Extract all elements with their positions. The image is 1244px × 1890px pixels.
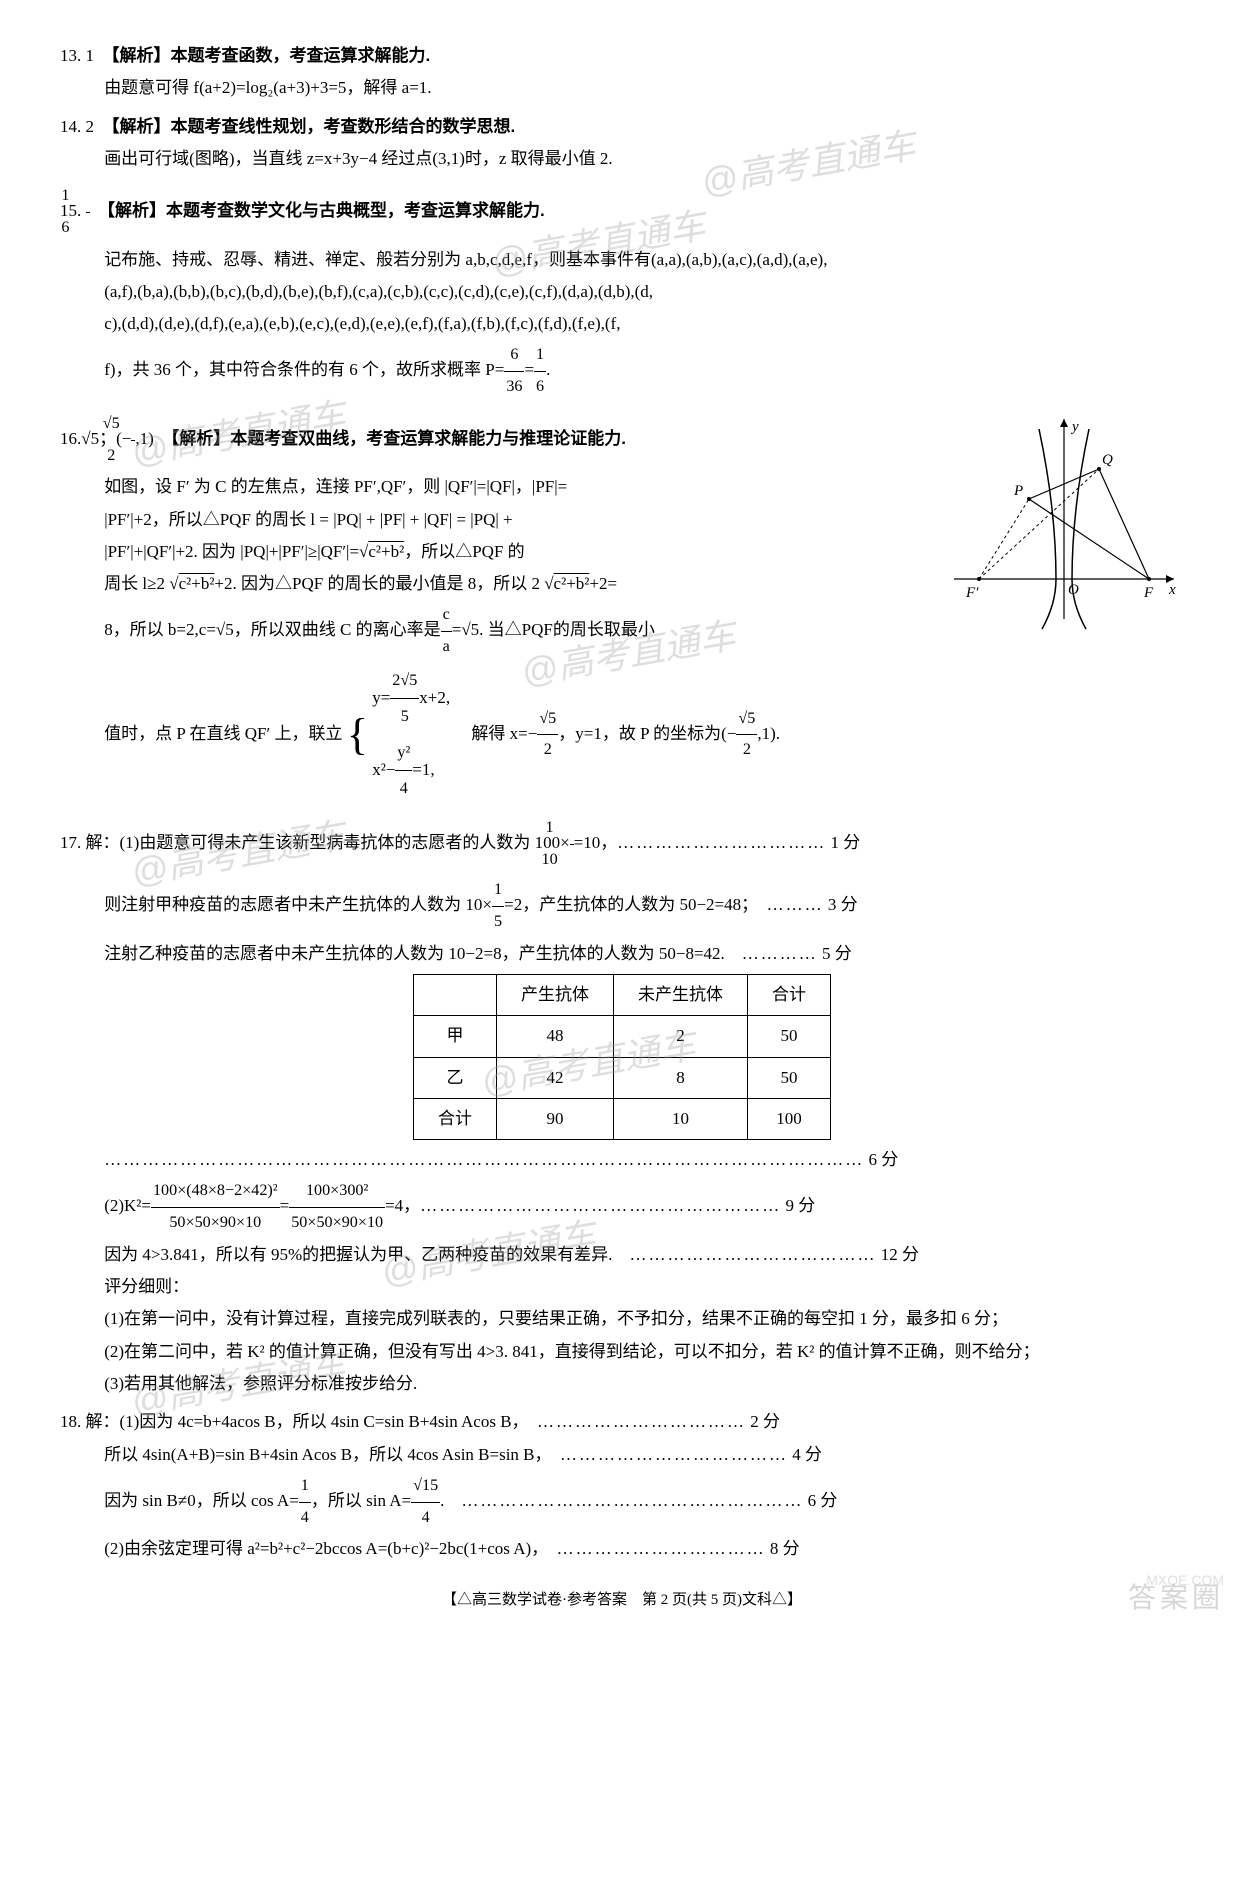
q16-diagram: y x P Q O F F′ xyxy=(944,409,1184,650)
q14-tag: 【解析】本题考查线性规划，考查数形结合的数学思想. xyxy=(111,117,515,136)
q17: 17. 解：(1)由题意可得未产生该新型病毒抗体的志愿者的人数为 100×110… xyxy=(60,813,1184,1400)
page-footer: 【△高三数学试卷·参考答案 第 2 页(共 5 页)文科△】 xyxy=(60,1586,1184,1615)
score: 5 分 xyxy=(822,944,852,963)
q15-tag: 【解析】本题考查数学文化与古典概型，考查运算求解能力. xyxy=(107,201,545,220)
q15-l3: c),(d,d),(d,e),(d,f),(e,a),(e,b),(e,c),(… xyxy=(60,308,1184,340)
q13-num: 13. 1 xyxy=(60,46,94,65)
svg-text:P: P xyxy=(1013,483,1023,499)
score: 2 分 xyxy=(750,1412,780,1431)
q15-l4: f)，共 36 个，其中符合条件的有 6 个，故所求概率 P=636=16. xyxy=(60,340,1184,402)
score: 3 分 xyxy=(828,895,858,914)
score: 6 分 xyxy=(868,1150,898,1169)
q14-num: 14. 2 xyxy=(60,117,94,136)
svg-text:Q: Q xyxy=(1102,452,1113,468)
table-row: 合计9010100 xyxy=(414,1098,831,1139)
score: 6 分 xyxy=(808,1491,838,1510)
score: 12 分 xyxy=(881,1245,919,1264)
q15-ans-d: 6 xyxy=(86,213,90,244)
q18: 18. 解：(1)因为 4c=b+4acos B，所以 4sin C=sin B… xyxy=(60,1406,1184,1565)
q16-ans1: √5 xyxy=(81,429,99,448)
q16: y x P Q O F F′ 16.√5；(−√52,1) 【解析】本题考查双曲… xyxy=(60,409,1184,807)
svg-text:O: O xyxy=(1068,582,1079,598)
q13-tag: 【解析】本题考查函数，考查运算求解能力. xyxy=(111,46,430,65)
q13-body: 由题意可得 f(a+2)=log₂(a+3)+3=5，解得 a=1. xyxy=(60,72,1184,104)
q16-l6: 值时，点 P 在直线 QF′ 上，联立 { y=2√55x+2, x²−y²4=… xyxy=(60,663,1184,807)
q18-num: 18. 解： xyxy=(60,1412,120,1431)
q15-l1: 记布施、持戒、忍辱、精进、禅定、般若分别为 a,b,c,d,e,f，则基本事件有… xyxy=(60,244,1184,276)
table-row: 甲48250 xyxy=(414,1016,831,1057)
svg-text:F′: F′ xyxy=(965,585,979,601)
svg-text:y: y xyxy=(1070,419,1079,435)
q17-rubric-2: (2)在第二问中，若 K² 的值计算正确，但没有写出 4>3. 841，直接得到… xyxy=(60,1336,1184,1368)
q17-num: 17. 解： xyxy=(60,833,120,852)
score: 9 分 xyxy=(785,1197,815,1216)
q16-tag: 【解析】本题考查双曲线，考查运算求解能力与推理论证能力. xyxy=(171,429,626,448)
q15: 15. 16 【解析】本题考查数学文化与古典概型，考查运算求解能力. 记布施、持… xyxy=(60,181,1184,403)
table-row: 乙42850 xyxy=(414,1057,831,1098)
q17-rubric-3: (3)若用其他解法，参照评分标准按步给分. xyxy=(60,1368,1184,1400)
q15-ans-n: 1 xyxy=(86,181,90,213)
q16-num: 16. xyxy=(60,429,81,448)
score: 4 分 xyxy=(792,1445,822,1464)
q17-rubric-1: (1)在第一问中，没有计算过程，直接完成列联表的，只要结果正确，不予扣分，结果不… xyxy=(60,1303,1184,1335)
score: 8 分 xyxy=(770,1539,800,1558)
corner-watermark-url: MXQE.COM xyxy=(1146,1567,1224,1594)
score: 1 分 xyxy=(831,833,861,852)
q14-body: 画出可行域(图略)，当直线 z=x+3y−4 经过点(3,1)时，z 取得最小值… xyxy=(60,143,1184,175)
svg-text:x: x xyxy=(1168,582,1176,598)
q17-rubric-title: 评分细则： xyxy=(60,1271,1184,1303)
q17-table: 产生抗体未产生抗体合计 甲48250 乙42850 合计9010100 xyxy=(413,974,831,1140)
q14: 14. 2 【解析】本题考查线性规划，考查数形结合的数学思想. 画出可行域(图略… xyxy=(60,111,1184,176)
q13: 13. 1 【解析】本题考查函数，考查运算求解能力. 由题意可得 f(a+2)=… xyxy=(60,40,1184,105)
q15-l2: (a,f),(b,a),(b,b),(b,c),(b,d),(b,e),(b,f… xyxy=(60,276,1184,308)
svg-text:F: F xyxy=(1143,585,1154,601)
